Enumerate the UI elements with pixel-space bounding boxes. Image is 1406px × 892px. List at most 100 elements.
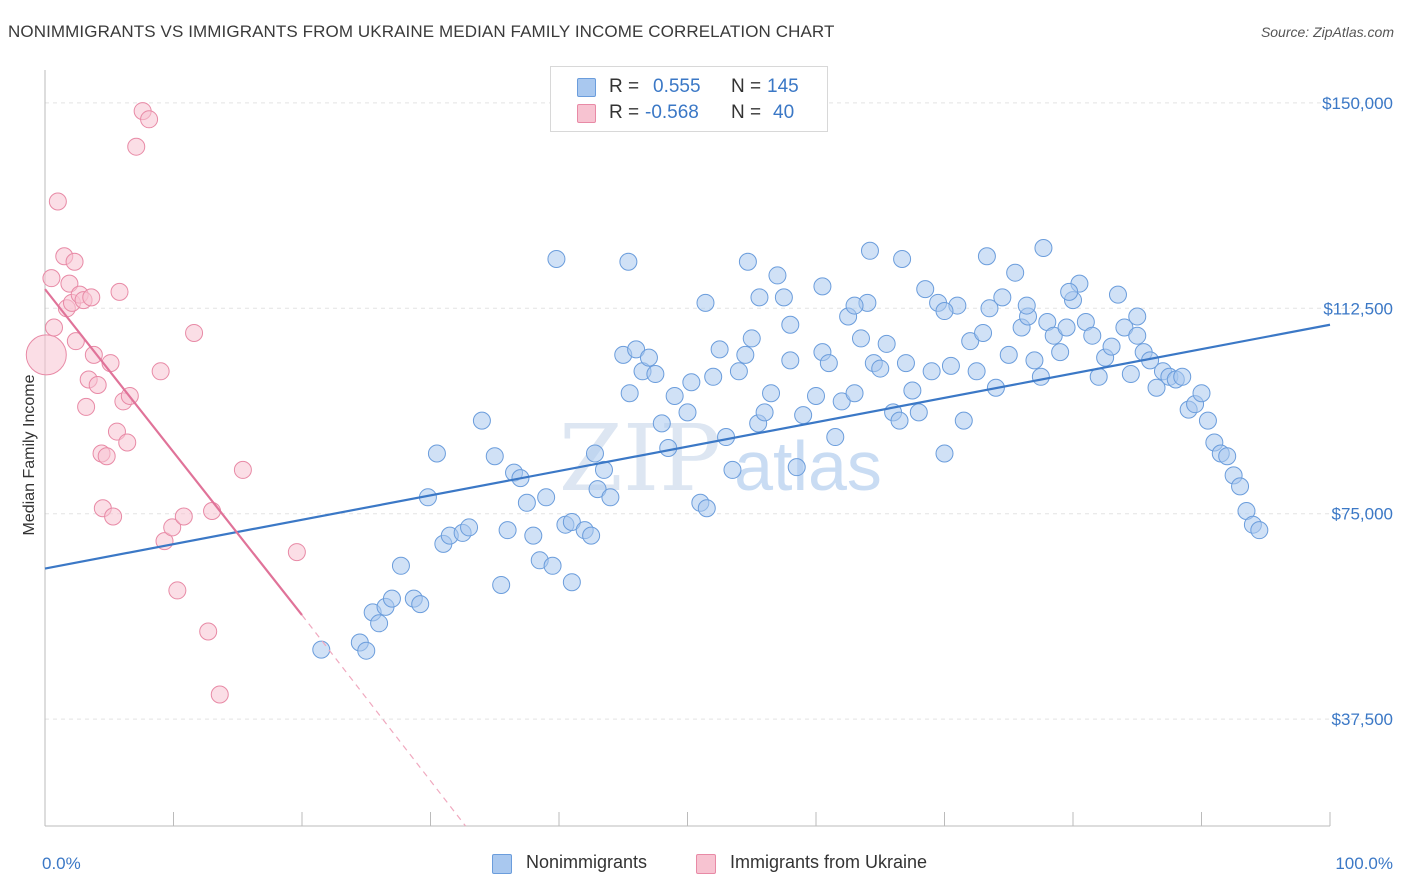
point-nonimmigrants (1198, 411, 1217, 430)
point-nonimmigrants (941, 356, 960, 375)
y-tick-label: $112,500 (1323, 299, 1393, 318)
point-ukraine (199, 622, 218, 641)
point-nonimmigrants (980, 299, 999, 318)
point-ukraine (88, 376, 107, 394)
point-ukraine (104, 507, 123, 526)
correlation-legend: R = 0.555 N = 145 R = -0.568 N = 40 (550, 66, 828, 132)
point-nonimmigrants (974, 323, 993, 342)
point-nonimmigrants (1108, 285, 1127, 304)
point-nonimmigrants (601, 488, 620, 507)
point-nonimmigrants (762, 384, 781, 403)
point-nonimmigrants (357, 641, 376, 660)
point-nonimmigrants (909, 403, 928, 422)
point-nonimmigrants (665, 386, 684, 405)
point-nonimmigrants (659, 439, 678, 457)
point-nonimmigrants (742, 329, 761, 348)
point-ukraine (48, 192, 67, 211)
point-nonimmigrants (682, 373, 701, 392)
point-nonimmigrants (1006, 263, 1025, 282)
y-axis-title: Median Family Income (21, 374, 38, 535)
legend-n-value: 145 (767, 76, 799, 97)
point-nonimmigrants (1060, 282, 1079, 301)
watermark-atlas: atlas (734, 427, 882, 505)
legend-r-label: R = (609, 76, 640, 97)
point-nonimmigrants (678, 403, 697, 422)
axis-labels: $37,500 $75,000 $112,500 $150,000 0.0% 100.0%… (21, 94, 1393, 873)
point-nonimmigrants (697, 499, 716, 518)
point-nonimmigrants (710, 340, 729, 359)
point-nonimmigrants (1218, 447, 1237, 466)
point-nonimmigrants (585, 444, 604, 463)
chart-title: NONIMMIGRANTS VS IMMIGRANTS FROM UKRAINE… (8, 22, 835, 41)
point-nonimmigrants (524, 526, 543, 545)
point-nonimmigrants (877, 334, 896, 353)
legend-n-label: N = (731, 102, 762, 123)
point-ukraine (127, 137, 146, 156)
point-nonimmigrants (543, 556, 562, 575)
point-nonimmigrants (717, 428, 736, 447)
point-nonimmigrants (787, 458, 806, 477)
point-nonimmigrants (1231, 477, 1250, 496)
point-ukraine (110, 282, 129, 301)
legend-n-label: N = (731, 76, 762, 97)
point-nonimmigrants (826, 428, 845, 447)
series-nonimmigrants (312, 239, 1269, 660)
point-nonimmigrants (922, 362, 941, 381)
point-nonimmigrants (1128, 307, 1147, 326)
point-nonimmigrants (807, 386, 825, 405)
trend-lines (44, 288, 1331, 827)
point-nonimmigrants (391, 556, 410, 575)
point-nonimmigrants (794, 406, 813, 425)
point-ukraine (25, 334, 67, 376)
point-ukraine (140, 110, 159, 129)
y-tick-label: $37,500 (1332, 710, 1393, 729)
point-nonimmigrants (1192, 384, 1211, 403)
point-ukraine (168, 581, 187, 600)
point-nonimmigrants (1031, 367, 1050, 386)
point-nonimmigrants (916, 280, 935, 299)
point-nonimmigrants (562, 512, 581, 531)
axes (44, 70, 1331, 827)
bottom-legend-label: Immigrants from Ukraine (730, 852, 928, 872)
legend-swatch-blue (577, 78, 596, 97)
point-nonimmigrants (813, 277, 832, 296)
source-label: Source: ZipAtlas.com (1260, 24, 1394, 40)
point-nonimmigrants (736, 345, 755, 364)
point-ukraine (174, 507, 193, 526)
point-nonimmigrants (845, 384, 864, 403)
point-nonimmigrants (935, 302, 954, 321)
point-ukraine (77, 397, 96, 416)
point-nonimmigrants (1250, 521, 1269, 540)
point-ukraine (60, 274, 79, 293)
point-nonimmigrants (1147, 378, 1166, 397)
bottom-legend-swatch-pink (696, 854, 716, 874)
point-ukraine (233, 460, 252, 479)
point-nonimmigrants (646, 365, 665, 384)
y-tick-label: $150,000 (1322, 94, 1393, 113)
point-nonimmigrants (427, 444, 446, 463)
point-nonimmigrants (1034, 239, 1053, 258)
point-nonimmigrants (851, 329, 870, 348)
point-nonimmigrants (1128, 326, 1147, 345)
point-ukraine (118, 433, 137, 452)
point-nonimmigrants (723, 460, 742, 479)
series-ukraine (25, 102, 306, 704)
trend-line-ukraine (44, 288, 303, 616)
point-nonimmigrants (1121, 365, 1140, 384)
point-ukraine (203, 502, 222, 520)
point-nonimmigrants (639, 348, 658, 367)
point-nonimmigrants (1025, 351, 1044, 370)
y-tick-label: $75,000 (1332, 505, 1393, 524)
point-nonimmigrants (588, 480, 607, 499)
trend-line-nonimmigrants (44, 323, 1331, 570)
bottom-legend-label: Nonimmigrants (526, 852, 648, 872)
point-nonimmigrants (370, 614, 389, 633)
point-ukraine (44, 318, 63, 337)
point-ukraine (185, 323, 204, 342)
point-nonimmigrants (498, 521, 517, 540)
point-ukraine (65, 252, 84, 271)
trend-line-ukraine-extension (301, 614, 467, 827)
point-nonimmigrants (1057, 318, 1076, 337)
point-nonimmigrants (977, 247, 996, 266)
